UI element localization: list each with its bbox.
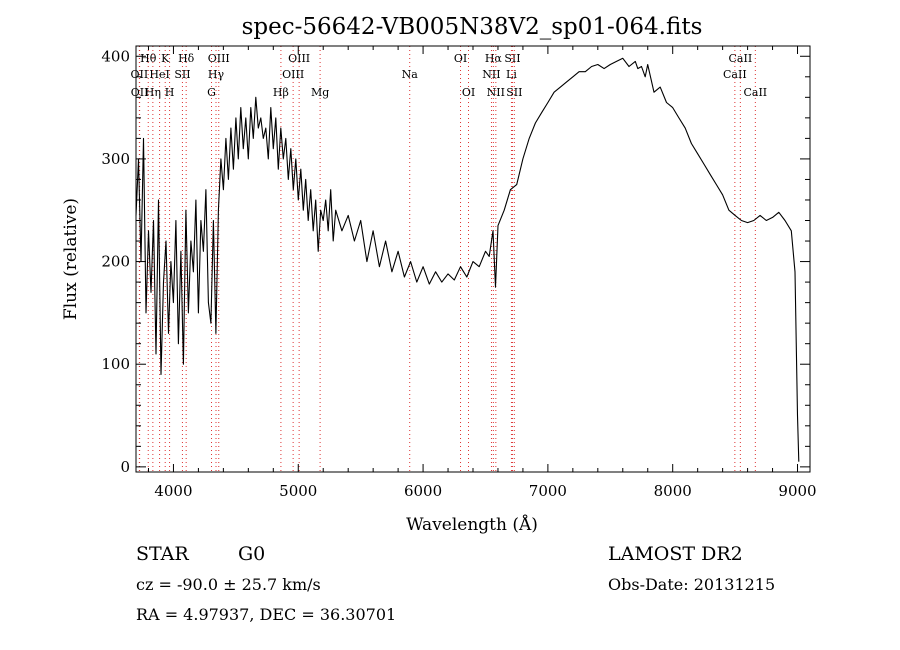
marker-label: Hγ (208, 68, 225, 81)
x-axis-ticks: 4000 5000 6000 7000 8000 9000 (147, 46, 817, 500)
marker-label: CaII (723, 68, 747, 81)
x-tick-label: 9000 (778, 482, 816, 500)
marker-label: Na (402, 68, 419, 81)
marker-label: NII (487, 86, 505, 99)
marker-label: OI (462, 86, 475, 99)
marker-label: Hθ (140, 52, 157, 65)
x-tick-label: 8000 (654, 482, 692, 500)
marker-label: OIII (288, 52, 310, 65)
y-tick-label: 0 (120, 458, 130, 476)
y-tick-label: 300 (101, 150, 130, 168)
marker-label: Hβ (273, 86, 289, 99)
marker-label: OII (131, 86, 149, 99)
marker-label: Hδ (178, 52, 195, 65)
plot-area (135, 57, 800, 462)
y-tick-label: 200 (101, 253, 130, 271)
marker-label: Li (506, 68, 517, 81)
y-tick-label: 400 (101, 47, 130, 65)
x-tick-label: 7000 (529, 482, 567, 500)
x-tick-label: 6000 (404, 482, 442, 500)
spectrum-line (135, 57, 800, 462)
marker-label: SII (174, 68, 190, 81)
marker-label: G (207, 86, 216, 99)
marker-label: OIII (208, 52, 230, 65)
redshift-velocity: cz = -90.0 ± 25.7 km/s (136, 575, 321, 594)
marker-label: OIII (282, 68, 304, 81)
object-subclass: G0 (238, 543, 265, 565)
survey-name: LAMOST DR2 (608, 543, 743, 565)
ra-dec-coordinates: RA = 4.97937, DEC = 36.30701 (136, 605, 396, 624)
y-tick-label: 100 (101, 355, 130, 373)
x-tick-label: 5000 (279, 482, 317, 500)
marker-label: CaII (729, 52, 753, 65)
marker-label: Hη (145, 86, 161, 99)
marker-label: HeI (149, 68, 169, 81)
x-tick-label: 4000 (154, 482, 192, 500)
y-axis-ticks: 0 100 200 300 400 (101, 47, 810, 476)
marker-label: SII (506, 86, 522, 99)
marker-label: Mg (311, 86, 329, 99)
chart-title: spec-56642-VB005N38V2_sp01-064.fits (242, 14, 703, 40)
y-axis-label: Flux (relative) (61, 198, 81, 320)
object-class: STAR (136, 543, 189, 565)
marker-label: H (165, 86, 175, 99)
marker-label: Hα (485, 52, 503, 65)
observation-date: Obs-Date: 20131215 (608, 575, 775, 594)
plot-frame (135, 45, 811, 473)
marker-label: K (161, 52, 170, 65)
x-axis-label: Wavelength (Å) (406, 514, 538, 535)
marker-label: OI (454, 52, 467, 65)
marker-label: NII (482, 68, 500, 81)
marker-label: SII (504, 52, 520, 65)
marker-label: CaII (743, 86, 767, 99)
